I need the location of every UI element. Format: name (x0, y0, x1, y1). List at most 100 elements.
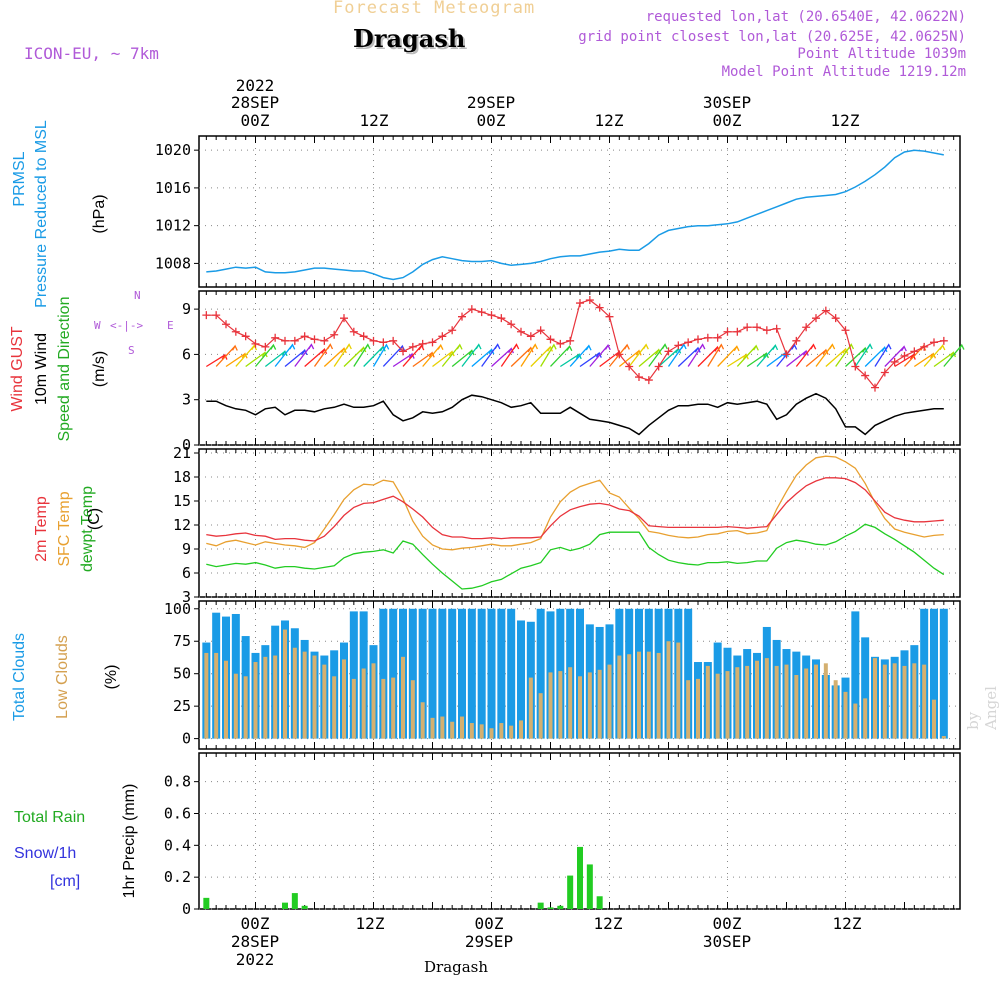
wind-arrowhead (714, 345, 721, 352)
wind-arrowhead (513, 343, 520, 350)
gust-marker (359, 332, 368, 341)
wind-arrowhead (810, 343, 817, 350)
total-cloud-bar (497, 608, 506, 739)
gust-marker (389, 336, 398, 345)
low-cloud-bar (361, 668, 366, 739)
gust-marker (379, 338, 388, 347)
low-cloud-bar (696, 678, 700, 739)
gust-marker (831, 314, 840, 323)
low-cloud-bar (450, 721, 455, 739)
gust-marker (871, 383, 879, 392)
wind-compass-icon: N W <-|-> E S (94, 289, 174, 357)
wind-arrow (304, 348, 325, 367)
gust-marker (743, 323, 752, 332)
low-cloud-bar (745, 665, 750, 739)
low-cloud-bar (430, 717, 435, 739)
wind-arrowhead (772, 344, 779, 351)
wind-arrowhead (763, 352, 769, 359)
wind-arrow (884, 346, 905, 367)
gust-marker (723, 327, 732, 336)
panel-frame (198, 135, 961, 288)
gust-marker (762, 326, 771, 335)
gust-marker (487, 311, 496, 320)
t2m-line (206, 477, 944, 542)
requested-coords: requested lon,lat (20.6540E, 42.0622N) (645, 9, 966, 25)
wind-arrowhead (950, 351, 957, 358)
wind-arrowhead (550, 343, 557, 350)
svg-text:N: N (134, 289, 141, 302)
bottom-time-label: 12Z (832, 914, 862, 933)
gust-marker (880, 368, 889, 377)
bottom-date-label: 29SEP (464, 932, 514, 951)
y-tick-label: 1016 (155, 179, 191, 197)
bottom-year-label: 2022 (235, 950, 275, 969)
wind-arrowhead (251, 344, 258, 351)
wind-arrow (215, 345, 236, 367)
wind-arrowhead (301, 348, 308, 356)
wind-arrow (618, 350, 640, 367)
y-tick-label: 6 (182, 345, 191, 363)
top-date-label: 30SEP (702, 93, 752, 112)
low-cloud-bar (528, 677, 533, 739)
low-cloud-bar (410, 680, 415, 739)
gust-marker (576, 299, 584, 308)
wind-arrowhead (527, 346, 534, 353)
low-cloud-bar (676, 642, 681, 739)
gust-marker (241, 332, 250, 341)
total-cloud-bar (467, 608, 476, 739)
rain-bar (291, 893, 298, 909)
wind-arrow (559, 353, 580, 368)
wind-arrow (363, 346, 384, 367)
wind-arrow (255, 344, 274, 367)
wind-arrow (638, 349, 660, 367)
panel-frame (198, 448, 961, 598)
gust-marker (684, 338, 693, 347)
wind-arrow (392, 353, 413, 368)
low-cloud-bar (460, 716, 464, 739)
wind-arrow (786, 350, 807, 368)
total-cloud-bar (389, 608, 398, 739)
y-tick-label: 0.4 (164, 836, 191, 854)
y-tick-label: 1012 (155, 217, 191, 235)
low-cloud-bar (420, 702, 425, 739)
gust-marker (821, 306, 830, 315)
wind-arrow (569, 345, 590, 367)
y-tick-label: 18 (173, 468, 191, 486)
wind-arrowhead (308, 343, 315, 350)
low-cloud-bar (401, 656, 405, 739)
gridpoint-coords: grid point closest lon,lat (20.625E, 42.… (578, 29, 966, 45)
low-cloud-bar (263, 656, 268, 739)
gust-marker (497, 314, 506, 323)
svg-text:S: S (128, 344, 135, 357)
top-time-label: 12Z (830, 111, 860, 130)
gust-marker (812, 314, 820, 323)
low-cloud-bar (814, 664, 818, 739)
wind-speed-line (206, 392, 944, 436)
wind-arrowhead (379, 345, 386, 352)
wind-arrowhead (842, 347, 849, 354)
bottom-date-label: 28SEP (230, 932, 280, 951)
wind-arrowhead (642, 343, 649, 350)
gust-marker (261, 342, 270, 351)
gust-line (206, 299, 944, 389)
rain-bar (567, 875, 574, 909)
gust-marker (625, 362, 634, 371)
wind-arrowhead (595, 351, 602, 358)
wind-arrow (756, 344, 776, 367)
wind-arrow (864, 346, 886, 367)
total-rain-label: Total Rain (14, 809, 86, 826)
low-cloud-bar (371, 663, 376, 739)
wind-arrow (579, 352, 600, 368)
gust-marker (920, 342, 929, 351)
gust-marker (251, 339, 260, 348)
y-tick-label: 12 (173, 516, 191, 534)
wind-arrow (402, 345, 423, 367)
low-cloud-bar (715, 673, 720, 739)
y-tick-label: 50 (173, 665, 191, 683)
gust-marker (281, 336, 289, 345)
wind-arrowhead (791, 343, 798, 350)
total-cloud-bar (349, 611, 358, 739)
wind-arrowhead (680, 343, 687, 350)
low-cloud-bar (912, 663, 917, 739)
gust-marker (526, 332, 535, 341)
